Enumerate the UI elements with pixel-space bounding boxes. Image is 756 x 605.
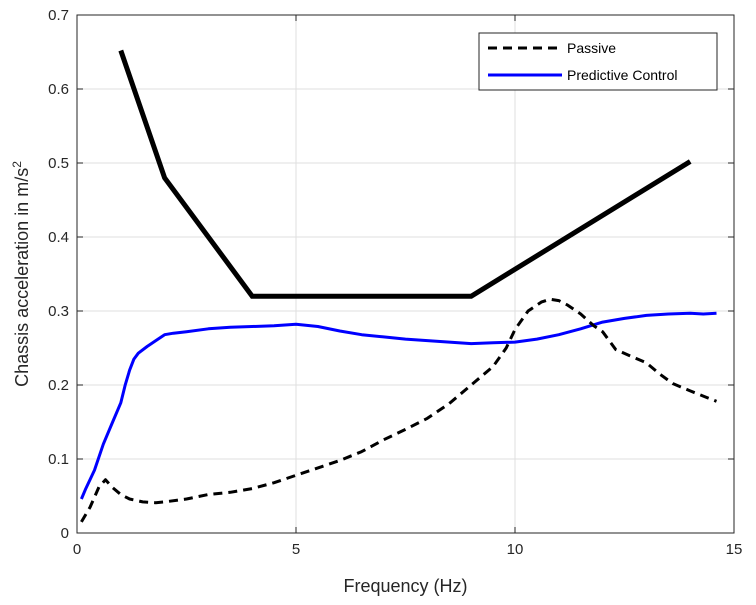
x-tick-label: 0 — [73, 541, 81, 558]
y-axis-title-superscript: 2 — [10, 161, 24, 168]
legend-label-predictive-control: Predictive Control — [567, 67, 678, 83]
series-line-passive — [80, 297, 718, 523]
y-tick-label: 0.4 — [48, 229, 69, 246]
limit-line — [118, 49, 692, 299]
y-tick-label: 0 — [61, 525, 69, 542]
x-axis-title: Frequency (Hz) — [343, 576, 467, 596]
y-tick-label: 0.6 — [48, 81, 69, 98]
y-tick-label: 0.7 — [48, 7, 69, 24]
legend-box — [478, 32, 718, 91]
y-tick-label: 0.2 — [48, 377, 69, 394]
y-tick-label: 0.3 — [48, 303, 69, 320]
x-tick-label: 15 — [726, 541, 743, 558]
y-axis-title: Chassis acceleration in m/s2 — [10, 161, 32, 387]
x-tick-label: 10 — [507, 541, 524, 558]
grid — [77, 15, 734, 533]
plot-frame — [76, 14, 735, 534]
y-tick-label: 0.5 — [48, 155, 69, 172]
x-tick-label: 5 — [292, 541, 300, 558]
plot-background — [77, 15, 734, 533]
legend-label-passive: Passive — [567, 40, 616, 56]
y-tick-label: 0.1 — [48, 451, 69, 468]
series-layer — [80, 49, 718, 523]
ticks: 0 5 10 15 0 0.1 0.2 0.3 0.4 0.5 0.6 0.7 — [48, 7, 742, 558]
legend: Passive Predictive Control — [478, 32, 718, 91]
y-axis-title-main: Chassis acceleration in m/s — [12, 168, 32, 387]
